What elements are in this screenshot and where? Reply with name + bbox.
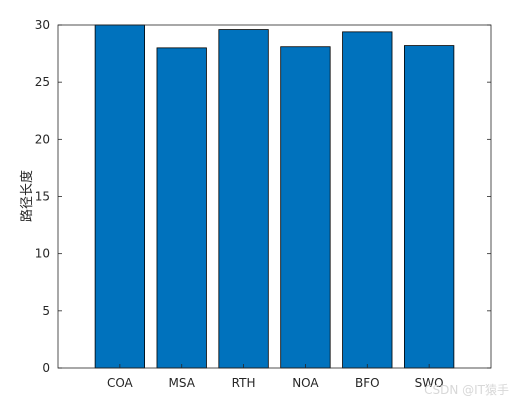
bars-group — [94, 24, 455, 369]
x-tick-label: RTH — [232, 376, 256, 390]
y-ticks: 0 5 10 15 20 25 30 — [35, 18, 491, 375]
x-tick-label: MSA — [169, 376, 196, 390]
x-tick-label: COA — [107, 376, 134, 390]
bar-swo — [403, 45, 455, 369]
y-tick-label: 25 — [35, 75, 50, 89]
y-tick-label: 20 — [35, 132, 50, 146]
x-tick-label: NOA — [292, 376, 319, 390]
bar-coa — [94, 24, 146, 369]
bar-bfo — [342, 31, 393, 369]
watermark: CSDN @IT猿手 — [424, 383, 509, 397]
y-tick-label: 5 — [42, 304, 50, 318]
bar-msa — [156, 47, 207, 369]
y-tick-label: 15 — [35, 190, 50, 204]
bar-rth — [218, 29, 269, 369]
x-tick-label: SWO — [415, 376, 444, 390]
bar-noa — [280, 46, 331, 369]
y-tick-label: 10 — [35, 247, 50, 261]
y-tick-label: 30 — [35, 18, 50, 32]
x-tick-label: BFO — [355, 376, 380, 390]
y-axis-label: 路径长度 — [19, 170, 35, 222]
x-ticks: COA MSA RTH NOA BFO SWO — [107, 364, 444, 390]
y-tick-label: 0 — [42, 361, 50, 375]
